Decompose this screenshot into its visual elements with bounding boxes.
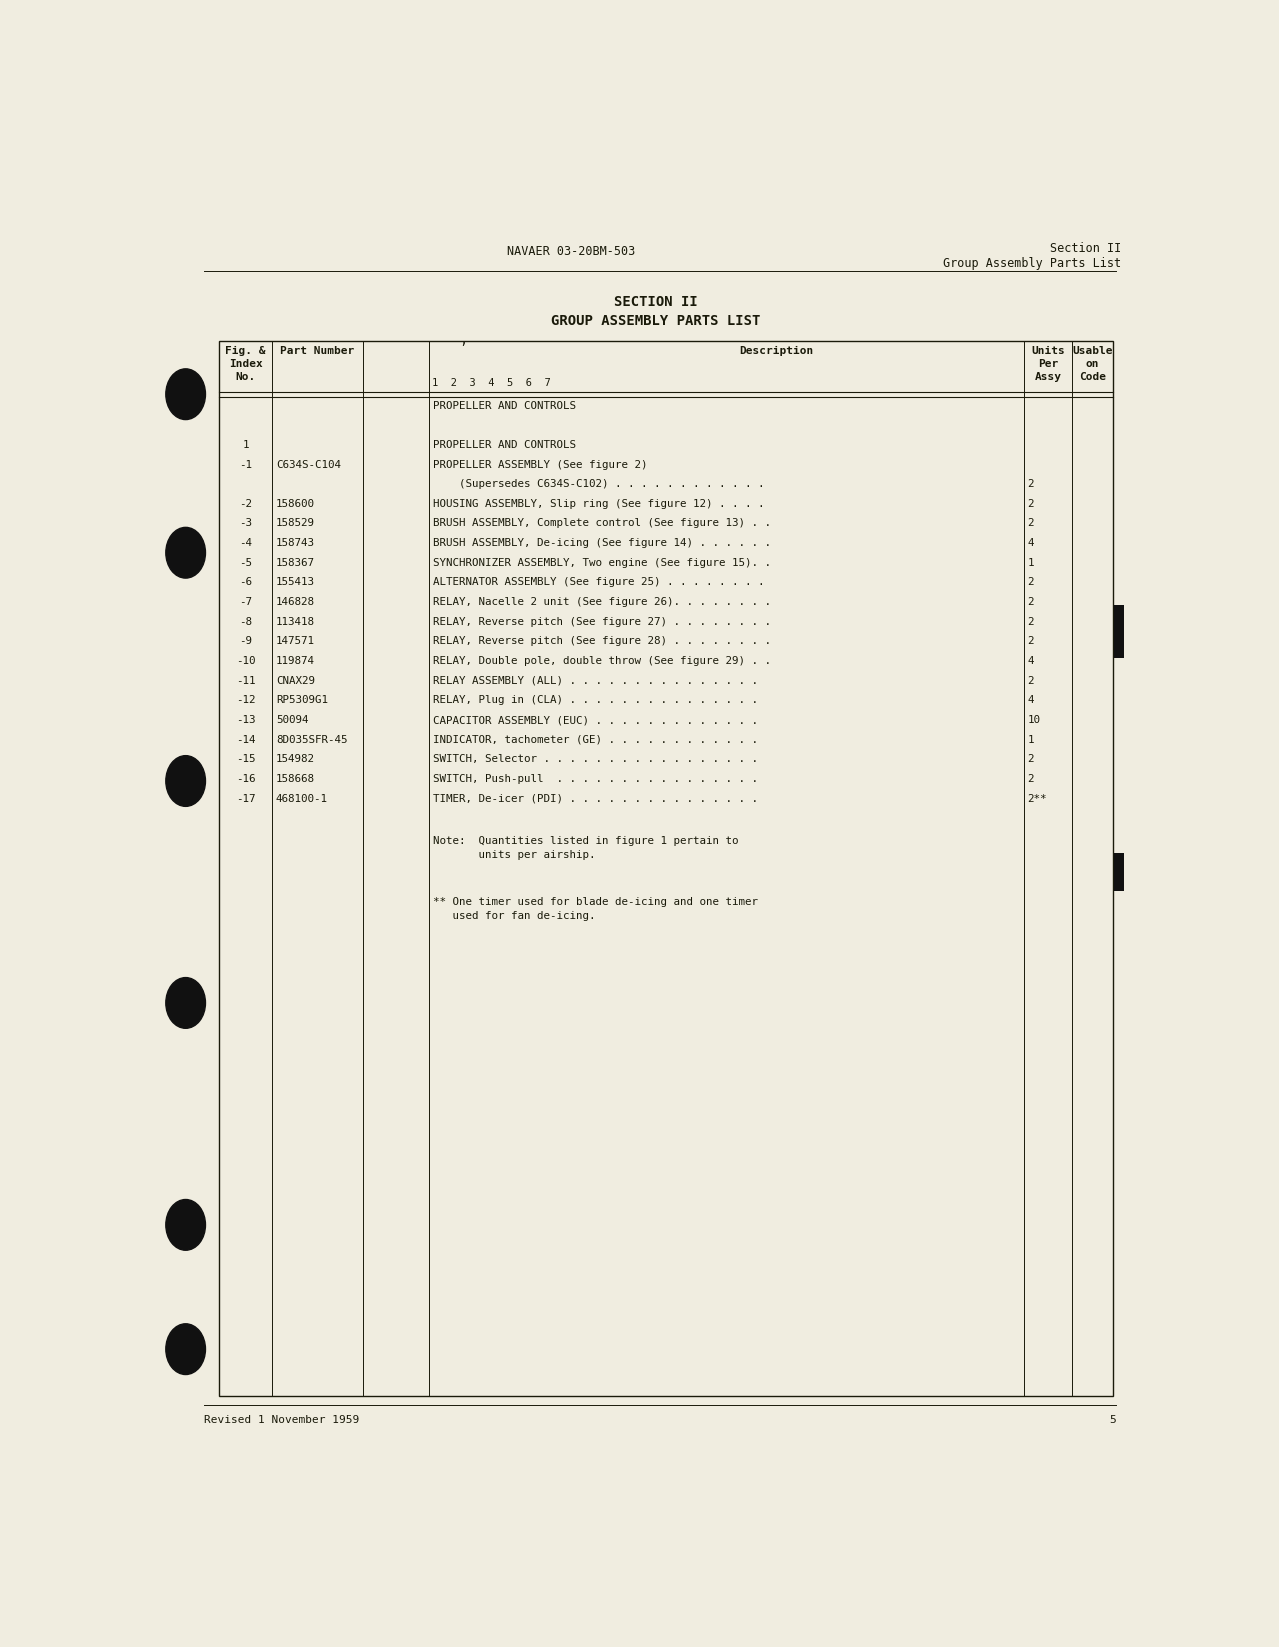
Circle shape	[166, 369, 206, 420]
Text: RELAY, Plug in (CLA) . . . . . . . . . . . . . . .: RELAY, Plug in (CLA) . . . . . . . . . .…	[434, 695, 758, 705]
Text: 10: 10	[1027, 715, 1040, 725]
Text: ** One timer used for blade de-icing and one timer
   used for fan de-icing.: ** One timer used for blade de-icing and…	[434, 898, 758, 921]
Text: 2: 2	[1027, 519, 1033, 529]
Text: -11: -11	[235, 675, 256, 685]
Text: -3: -3	[239, 519, 252, 529]
Text: 158367: 158367	[276, 558, 315, 568]
Text: ALTERNATOR ASSEMBLY (See figure 25) . . . . . . . .: ALTERNATOR ASSEMBLY (See figure 25) . . …	[434, 578, 765, 588]
Text: Description: Description	[739, 346, 813, 356]
Text: SWITCH, Selector . . . . . . . . . . . . . . . . .: SWITCH, Selector . . . . . . . . . . . .…	[434, 754, 758, 764]
Text: -4: -4	[239, 539, 252, 548]
Text: PROPELLER ASSEMBLY (See figure 2): PROPELLER ASSEMBLY (See figure 2)	[434, 460, 648, 469]
Text: 2: 2	[1027, 636, 1033, 646]
Text: GROUP ASSEMBLY PARTS LIST: GROUP ASSEMBLY PARTS LIST	[551, 315, 760, 328]
Text: Revised 1 November 1959: Revised 1 November 1959	[205, 1415, 359, 1425]
Text: 2: 2	[1027, 578, 1033, 588]
Text: Part Number: Part Number	[280, 346, 354, 356]
Text: 146828: 146828	[276, 598, 315, 608]
Text: RELAY ASSEMBLY (ALL) . . . . . . . . . . . . . . .: RELAY ASSEMBLY (ALL) . . . . . . . . . .…	[434, 675, 758, 685]
Text: RELAY, Double pole, double throw (See figure 29) . .: RELAY, Double pole, double throw (See fi…	[434, 656, 771, 665]
Text: -17: -17	[235, 794, 256, 804]
Text: 1: 1	[242, 440, 249, 450]
Text: RELAY, Reverse pitch (See figure 27) . . . . . . . .: RELAY, Reverse pitch (See figure 27) . .…	[434, 616, 771, 628]
Circle shape	[166, 527, 206, 578]
Text: -8: -8	[239, 616, 252, 628]
Text: 2**: 2**	[1027, 794, 1046, 804]
Text: 2: 2	[1027, 598, 1033, 608]
Text: -6: -6	[239, 578, 252, 588]
Text: Section II: Section II	[1050, 242, 1122, 255]
Text: 2: 2	[1027, 616, 1033, 628]
Text: -12: -12	[235, 695, 256, 705]
Circle shape	[166, 1199, 206, 1250]
Text: SWITCH, Push-pull  . . . . . . . . . . . . . . . .: SWITCH, Push-pull . . . . . . . . . . . …	[434, 774, 758, 784]
Text: 2: 2	[1027, 774, 1033, 784]
Text: -13: -13	[235, 715, 256, 725]
Text: C634S-C104: C634S-C104	[276, 460, 340, 469]
Text: -2: -2	[239, 499, 252, 509]
Text: 158743: 158743	[276, 539, 315, 548]
Text: Fig. &
Index
No.: Fig. & Index No.	[225, 346, 266, 382]
Text: -15: -15	[235, 754, 256, 764]
Text: 2: 2	[1027, 675, 1033, 685]
Text: 468100-1: 468100-1	[276, 794, 327, 804]
Text: Note:  Quantities listed in figure 1 pertain to
       units per airship.: Note: Quantities listed in figure 1 pert…	[434, 837, 739, 860]
Text: 113418: 113418	[276, 616, 315, 628]
Text: RP5309G1: RP5309G1	[276, 695, 327, 705]
Text: 50094: 50094	[276, 715, 308, 725]
Text: 4: 4	[1027, 539, 1033, 548]
Bar	[220, 341, 1114, 1397]
Text: -9: -9	[239, 636, 252, 646]
Text: 147571: 147571	[276, 636, 315, 646]
Text: SECTION II: SECTION II	[614, 295, 697, 310]
Text: 1: 1	[1027, 735, 1033, 744]
Text: NAVAER 03-20BM-503: NAVAER 03-20BM-503	[506, 244, 636, 257]
Text: -14: -14	[235, 735, 256, 744]
Circle shape	[166, 1324, 206, 1375]
Text: 1  2  3  4  5  6  7: 1 2 3 4 5 6 7	[432, 377, 551, 387]
Text: Usable
on
Code: Usable on Code	[1072, 346, 1113, 382]
Text: 1: 1	[1027, 558, 1033, 568]
Text: PROPELLER AND CONTROLS: PROPELLER AND CONTROLS	[434, 440, 577, 450]
Circle shape	[166, 756, 206, 807]
Text: 4: 4	[1027, 656, 1033, 665]
Text: BRUSH ASSEMBLY, Complete control (See figure 13) . .: BRUSH ASSEMBLY, Complete control (See fi…	[434, 519, 771, 529]
Text: 119874: 119874	[276, 656, 315, 665]
Text: (Supersedes C634S-C102) . . . . . . . . . . . .: (Supersedes C634S-C102) . . . . . . . . …	[434, 479, 765, 489]
Text: ’: ’	[459, 343, 467, 356]
Text: RELAY, Reverse pitch (See figure 28) . . . . . . . .: RELAY, Reverse pitch (See figure 28) . .…	[434, 636, 771, 646]
Text: 155413: 155413	[276, 578, 315, 588]
Text: INDICATOR, tachometer (GE) . . . . . . . . . . . .: INDICATOR, tachometer (GE) . . . . . . .…	[434, 735, 758, 744]
Text: RELAY, Nacelle 2 unit (See figure 26). . . . . . . .: RELAY, Nacelle 2 unit (See figure 26). .…	[434, 598, 771, 608]
Circle shape	[166, 978, 206, 1028]
Text: -7: -7	[239, 598, 252, 608]
Text: 158529: 158529	[276, 519, 315, 529]
Text: HOUSING ASSEMBLY, Slip ring (See figure 12) . . . .: HOUSING ASSEMBLY, Slip ring (See figure …	[434, 499, 765, 509]
Text: 2: 2	[1027, 479, 1033, 489]
Bar	[1114, 604, 1124, 659]
Text: Units
Per
Assy: Units Per Assy	[1031, 346, 1065, 382]
Text: -5: -5	[239, 558, 252, 568]
Text: BRUSH ASSEMBLY, De-icing (See figure 14) . . . . . .: BRUSH ASSEMBLY, De-icing (See figure 14)…	[434, 539, 771, 548]
Text: Group Assembly Parts List: Group Assembly Parts List	[943, 257, 1122, 270]
Text: 158600: 158600	[276, 499, 315, 509]
Text: SYNCHRONIZER ASSEMBLY, Two engine (See figure 15). .: SYNCHRONIZER ASSEMBLY, Two engine (See f…	[434, 558, 771, 568]
Text: CNAX29: CNAX29	[276, 675, 315, 685]
Text: CAPACITOR ASSEMBLY (EUC) . . . . . . . . . . . . .: CAPACITOR ASSEMBLY (EUC) . . . . . . . .…	[434, 715, 758, 725]
Text: 158668: 158668	[276, 774, 315, 784]
Text: 4: 4	[1027, 695, 1033, 705]
Text: -10: -10	[235, 656, 256, 665]
Text: 8D035SFR-45: 8D035SFR-45	[276, 735, 348, 744]
Text: 2: 2	[1027, 499, 1033, 509]
Text: 154982: 154982	[276, 754, 315, 764]
Text: TIMER, De-icer (PDI) . . . . . . . . . . . . . . .: TIMER, De-icer (PDI) . . . . . . . . . .…	[434, 794, 758, 804]
Text: -1: -1	[239, 460, 252, 469]
Text: 5: 5	[1110, 1415, 1117, 1425]
Text: PROPELLER AND CONTROLS: PROPELLER AND CONTROLS	[434, 400, 577, 410]
Text: -16: -16	[235, 774, 256, 784]
Bar	[1114, 853, 1124, 891]
Text: 2: 2	[1027, 754, 1033, 764]
